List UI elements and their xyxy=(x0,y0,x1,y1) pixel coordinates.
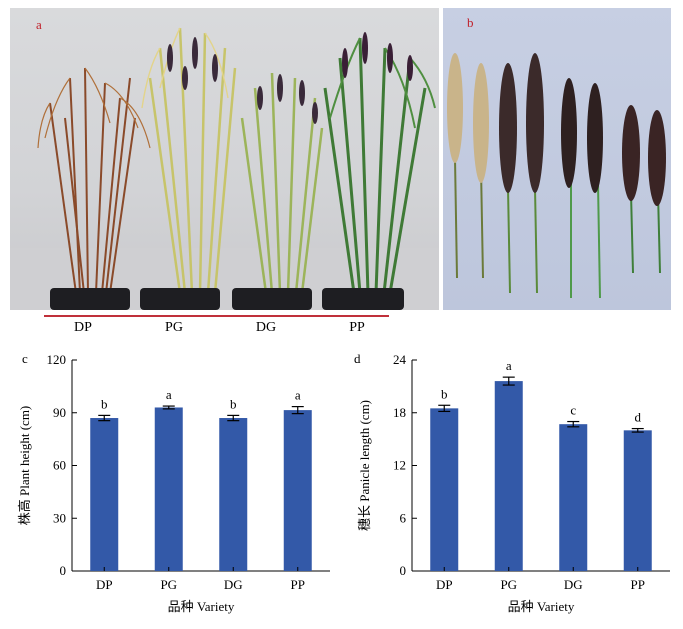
bar-pp xyxy=(283,410,312,571)
panel-letter-d: d xyxy=(354,351,361,366)
significance-label: c xyxy=(570,403,576,418)
bar-pg xyxy=(154,407,183,571)
x-tick-label: DG xyxy=(564,577,583,592)
x-tick-label: DG xyxy=(224,577,243,592)
x-tick-label: DP xyxy=(96,577,113,592)
y-tick-label: 6 xyxy=(400,510,407,525)
panicles-photo: b xyxy=(443,8,671,310)
panicles-dp xyxy=(447,53,489,279)
x-axis-title: 品种 Variety xyxy=(508,599,575,614)
y-tick-label: 120 xyxy=(47,352,67,367)
x-tick-label: PG xyxy=(500,577,517,592)
chart-panicle-length: d 0 6 12 18 24 b DP a PG c DG d PP 品种 Variety 穗长 Panicl… xyxy=(354,351,670,614)
bar-dg xyxy=(219,418,248,571)
plant-pp xyxy=(323,37,427,294)
y-tick-label: 60 xyxy=(53,458,66,473)
panicles-pg xyxy=(499,53,544,294)
chart-plant-height: c 0 30 60 90 120 b DP a PG b DG a PP 品种 Variety 株高 Plan… xyxy=(17,351,330,614)
panel-letter-b: b xyxy=(467,15,474,30)
photo-divider-line xyxy=(44,315,389,317)
bar-pg xyxy=(494,381,523,571)
significance-label: b xyxy=(441,386,448,401)
x-tick-label: PP xyxy=(291,577,305,592)
rice-plants-photo: a xyxy=(10,8,439,310)
y-tick-label: 12 xyxy=(393,458,406,473)
bar-dp xyxy=(90,418,119,571)
y-axis-title: 株高 Plant height (cm) xyxy=(17,406,32,526)
panel-letter-a: a xyxy=(36,17,42,32)
significance-label: a xyxy=(166,387,172,402)
plant-dp xyxy=(49,67,136,294)
photo-label-pp: PP xyxy=(349,320,365,335)
x-tick-label: PG xyxy=(160,577,177,592)
plant-dg xyxy=(240,72,324,294)
photo-label-dg: DG xyxy=(255,320,277,335)
y-tick-label: 90 xyxy=(53,405,66,420)
bar-pp xyxy=(623,430,652,571)
x-tick-label: PP xyxy=(631,577,645,592)
photo-label-pg: PG xyxy=(165,320,183,335)
y-tick-label: 0 xyxy=(60,563,67,578)
y-tick-label: 24 xyxy=(393,352,407,367)
x-tick-label: DP xyxy=(436,577,453,592)
y-tick-label: 0 xyxy=(400,563,407,578)
significance-label: d xyxy=(635,410,642,425)
rice-plants-illustration xyxy=(10,27,439,310)
bar-dg xyxy=(559,424,588,571)
y-tick-label: 18 xyxy=(393,405,406,420)
significance-label: a xyxy=(295,388,301,403)
significance-label: a xyxy=(506,358,512,373)
panicles-dg xyxy=(561,78,603,299)
panicles-pp xyxy=(622,105,666,274)
significance-label: b xyxy=(230,396,237,411)
pots xyxy=(50,288,404,310)
photo-label-dp: DP xyxy=(74,320,92,335)
bar-dp xyxy=(430,408,459,571)
x-axis-title: 品种 Variety xyxy=(168,599,235,614)
significance-label: b xyxy=(101,396,108,411)
y-tick-label: 30 xyxy=(53,510,66,525)
y-axis-title: 穗长 Panicle length (cm) xyxy=(357,400,372,531)
panicles-illustration xyxy=(447,53,666,299)
panel-letter-c: c xyxy=(22,351,28,366)
plant-pg xyxy=(148,27,237,294)
